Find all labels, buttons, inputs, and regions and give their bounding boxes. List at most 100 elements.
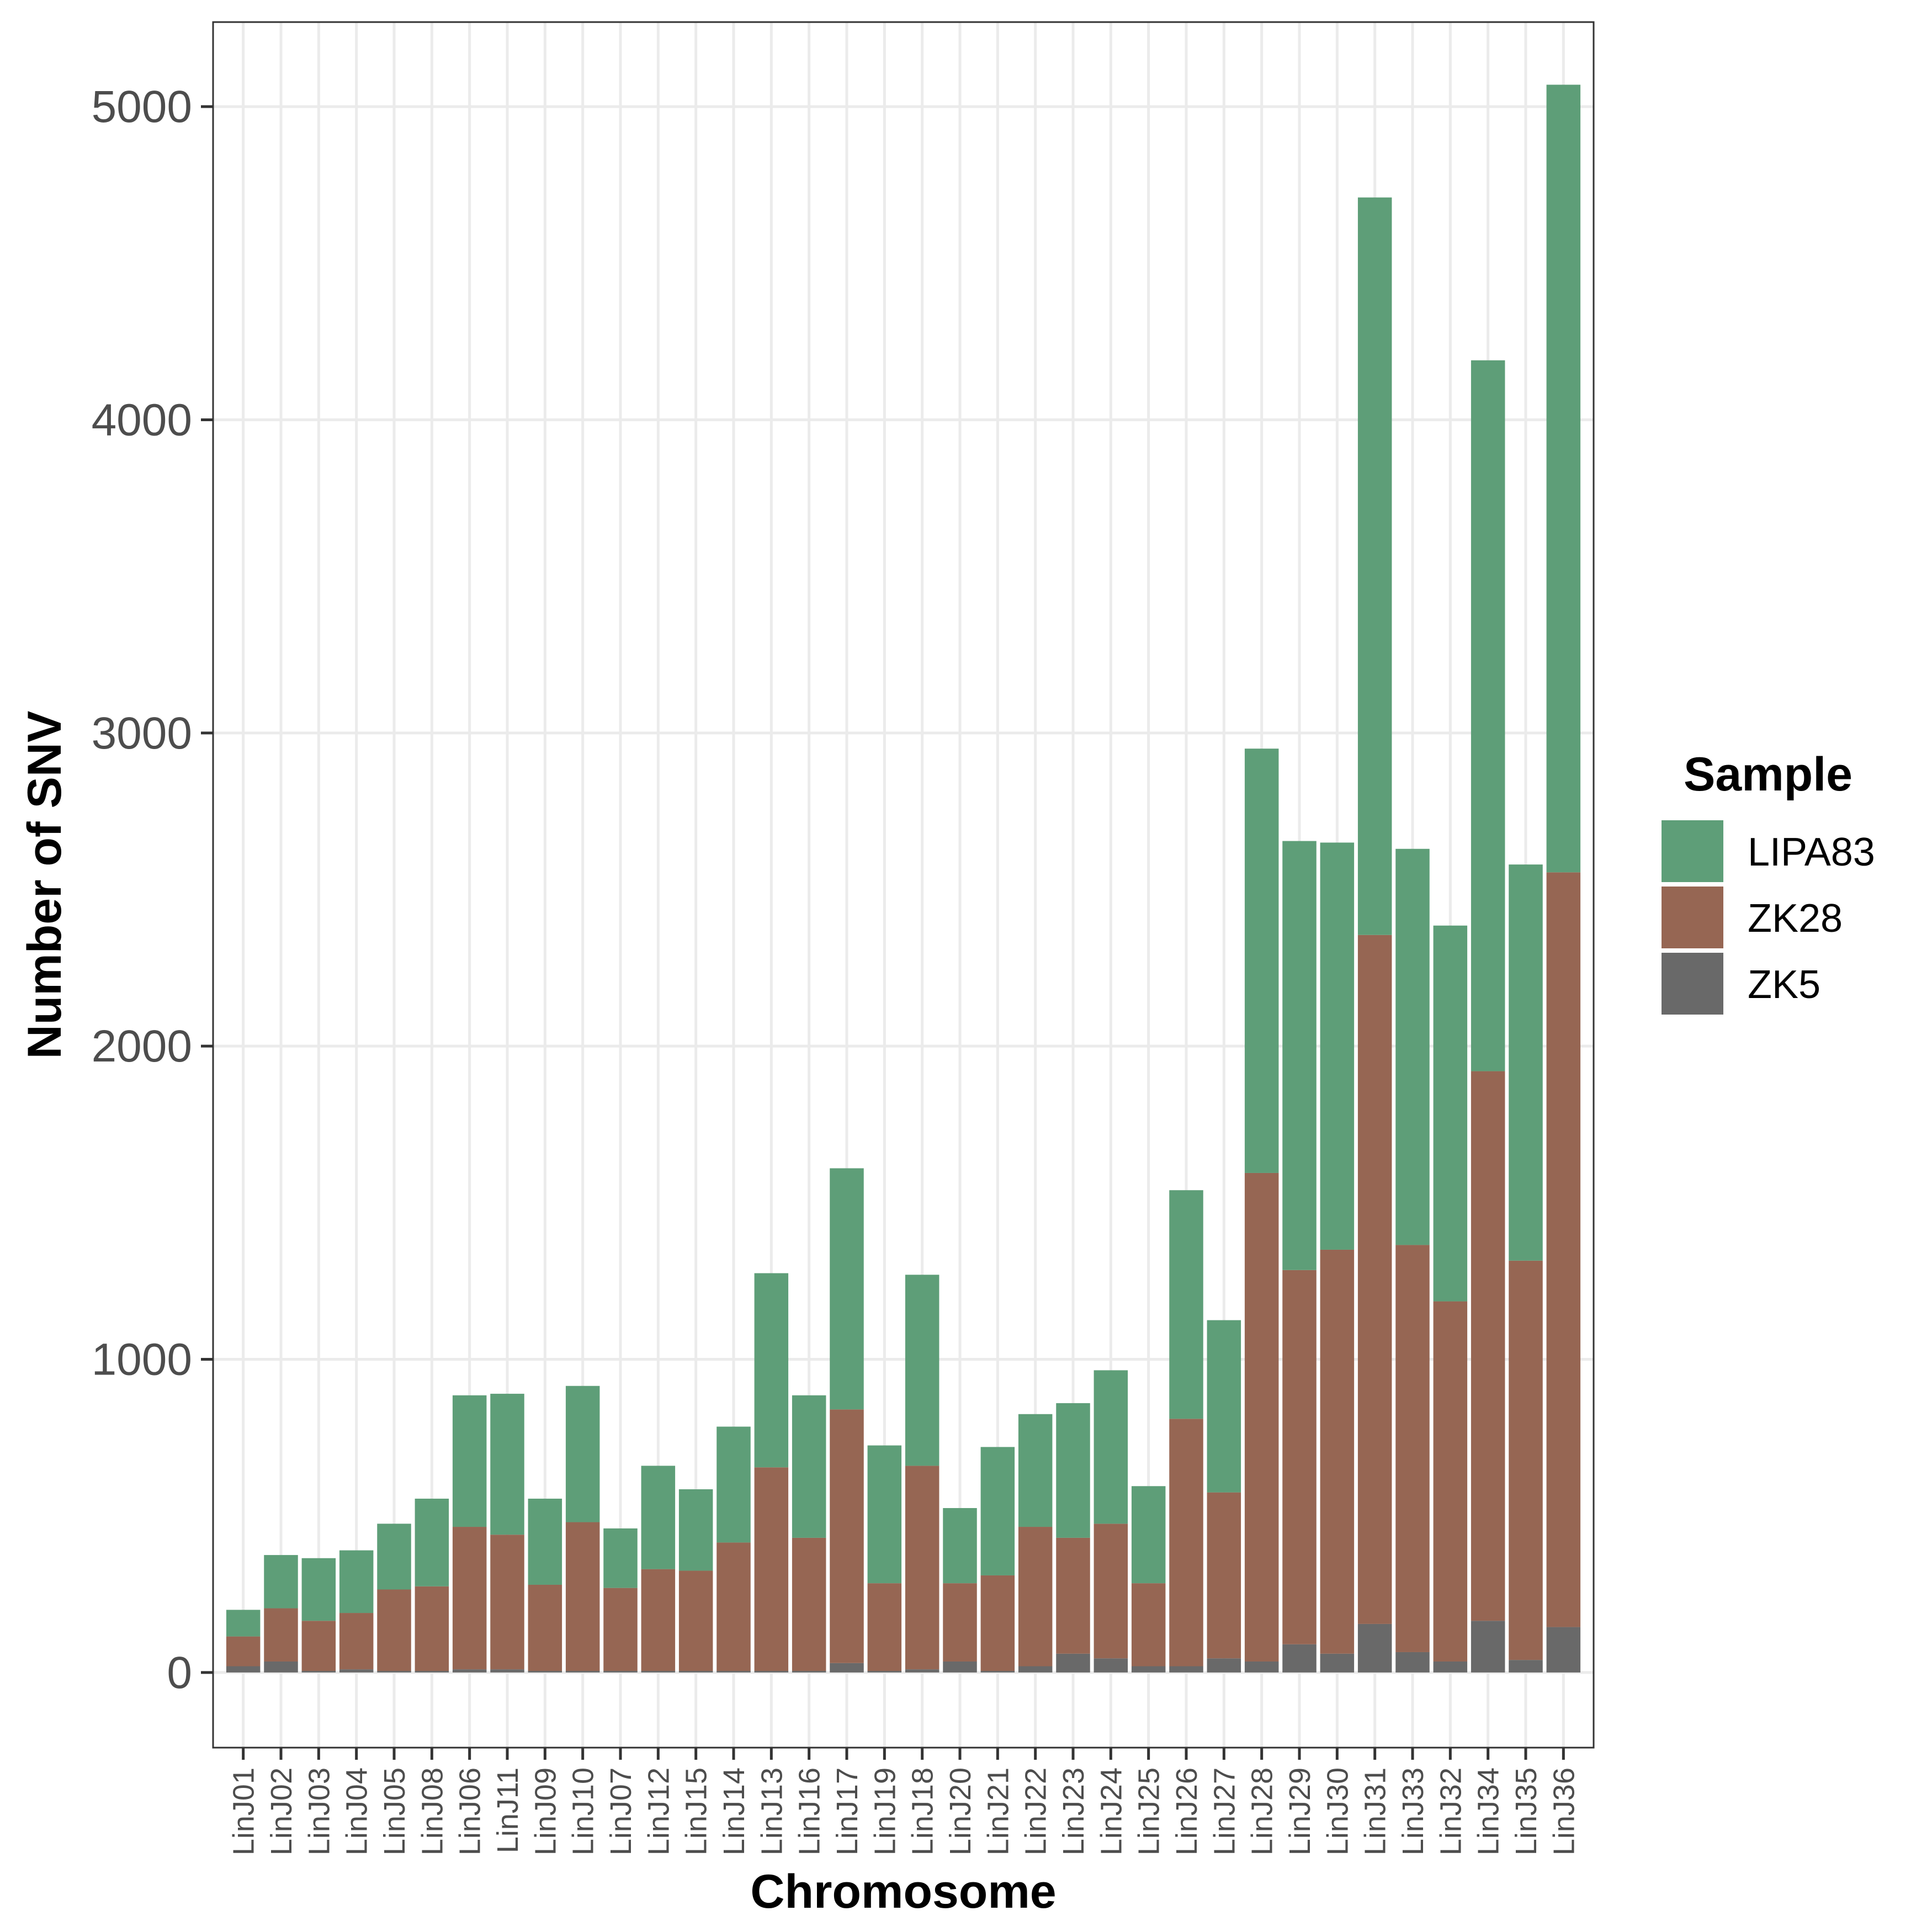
bar-zk5-linj32 bbox=[1433, 1661, 1468, 1673]
bar-zk5-linj13 bbox=[754, 1671, 789, 1673]
bar-lipa83-linj31 bbox=[1357, 197, 1392, 935]
x-tick-label: LinJ25 bbox=[1133, 1768, 1166, 1855]
bar-zk28-linj07 bbox=[603, 1588, 638, 1671]
bar-zk28-linj23 bbox=[1056, 1537, 1090, 1654]
x-tick-label: LinJ32 bbox=[1434, 1768, 1467, 1855]
x-tick-label: LinJ07 bbox=[604, 1768, 638, 1855]
legend-key-zk5 bbox=[1662, 953, 1723, 1015]
bar-zk5-linj24 bbox=[1094, 1658, 1128, 1673]
bar-zk28-linj20 bbox=[943, 1583, 977, 1662]
bar-lipa83-linj03 bbox=[301, 1558, 336, 1621]
x-axis: LinJ01 LinJ02 LinJ03 LinJ04 LinJ05 LinJ08 LinJ… bbox=[227, 1748, 1580, 1855]
bar-zk28-linj29 bbox=[1282, 1270, 1317, 1644]
y-tick-label: 3000 bbox=[92, 708, 192, 758]
x-tick-label: LinJ12 bbox=[642, 1768, 675, 1855]
panel-border bbox=[212, 21, 1595, 1749]
x-tick-label: LinJ15 bbox=[680, 1768, 713, 1855]
bar-zk28-linj16 bbox=[792, 1537, 826, 1671]
legend: Sample LIPA83 ZK28 ZK5 bbox=[1662, 748, 1875, 1015]
x-tick-label: LinJ34 bbox=[1472, 1768, 1505, 1855]
bar-zk5-linj05 bbox=[377, 1671, 411, 1673]
x-tick-label: LinJ17 bbox=[831, 1768, 864, 1855]
bar-lipa83-linj25 bbox=[1131, 1486, 1166, 1584]
bar-zk5-linj22 bbox=[1018, 1666, 1053, 1673]
bar-zk28-linj18 bbox=[905, 1466, 940, 1670]
bar-zk28-linj17 bbox=[830, 1409, 864, 1663]
bar-lipa83-linj20 bbox=[943, 1508, 977, 1584]
bar-zk28-linj04 bbox=[339, 1613, 374, 1670]
bar-lipa83-linj27 bbox=[1207, 1320, 1241, 1493]
bar-zk5-linj07 bbox=[603, 1671, 638, 1673]
bar-zk5-linj33 bbox=[1395, 1652, 1430, 1673]
legend-label-zk28: ZK28 bbox=[1748, 896, 1843, 941]
bar-lipa83-linj21 bbox=[980, 1447, 1015, 1575]
bar-zk28-linj35 bbox=[1509, 1260, 1543, 1660]
y-tick-label: 2000 bbox=[92, 1021, 192, 1071]
bar-zk5-linj02 bbox=[264, 1661, 298, 1673]
bar-zk28-linj10 bbox=[565, 1522, 600, 1671]
x-tick-label: LinJ06 bbox=[454, 1768, 487, 1855]
bar-lipa83-linj08 bbox=[415, 1498, 449, 1586]
x-tick-label: LinJ08 bbox=[416, 1768, 449, 1855]
y-axis-title: Number of SNV bbox=[18, 711, 71, 1059]
bar-lipa83-linj14 bbox=[716, 1426, 751, 1543]
bar-lipa83-linj16 bbox=[792, 1395, 826, 1538]
x-tick-label: LinJ30 bbox=[1321, 1768, 1354, 1855]
bar-zk28-linj02 bbox=[264, 1608, 298, 1662]
bar-lipa83-linj34 bbox=[1471, 360, 1505, 1071]
bar-zk5-linj34 bbox=[1471, 1621, 1505, 1673]
bar-zk5-linj25 bbox=[1131, 1666, 1166, 1673]
legend-label-lipa83: LIPA83 bbox=[1748, 830, 1875, 874]
bar-zk28-linj27 bbox=[1207, 1492, 1241, 1659]
bar-lipa83-linj36 bbox=[1546, 84, 1581, 873]
bar-zk28-linj21 bbox=[980, 1575, 1015, 1671]
bar-lipa83-linj12 bbox=[641, 1466, 676, 1569]
y-tick-label: 5000 bbox=[92, 82, 192, 132]
bar-zk28-linj13 bbox=[754, 1467, 789, 1671]
bar-lipa83-linj19 bbox=[867, 1445, 902, 1584]
bar-zk28-linj06 bbox=[452, 1527, 487, 1670]
x-tick-label: LinJ02 bbox=[265, 1768, 298, 1855]
bar-zk28-linj05 bbox=[377, 1589, 411, 1671]
bar-lipa83-linj05 bbox=[377, 1524, 411, 1590]
bar-zk5-linj10 bbox=[565, 1671, 600, 1673]
bar-lipa83-linj10 bbox=[565, 1386, 600, 1522]
bar-zk28-linj31 bbox=[1357, 935, 1392, 1624]
bar-zk5-linj28 bbox=[1244, 1661, 1279, 1673]
bar-zk28-linj09 bbox=[528, 1584, 562, 1671]
bar-zk5-linj14 bbox=[716, 1671, 751, 1673]
y-axis: 0 1000 2000 3000 4000 5000 bbox=[92, 82, 213, 1698]
x-tick-label: LinJ10 bbox=[567, 1768, 600, 1855]
x-tick-label: LinJ21 bbox=[981, 1768, 1015, 1855]
bar-zk28-linj28 bbox=[1244, 1172, 1279, 1662]
bar-zk28-linj08 bbox=[415, 1586, 449, 1671]
bar-lipa83-linj13 bbox=[754, 1273, 789, 1468]
x-tick-label: LinJ19 bbox=[868, 1768, 901, 1855]
bar-zk5-linj23 bbox=[1056, 1653, 1090, 1673]
legend-label-zk5: ZK5 bbox=[1748, 963, 1820, 1007]
x-tick-label: LinJ05 bbox=[378, 1768, 411, 1855]
bar-lipa83-linj18 bbox=[905, 1275, 940, 1466]
bar-zk5-linj35 bbox=[1509, 1660, 1543, 1673]
bar-zk5-linj31 bbox=[1357, 1623, 1392, 1673]
bar-zk28-linj15 bbox=[678, 1570, 713, 1671]
bar-zk28-linj01 bbox=[226, 1636, 261, 1666]
bar-lipa83-linj01 bbox=[226, 1610, 261, 1637]
bar-zk5-linj16 bbox=[792, 1671, 826, 1673]
bar-lipa83-linj06 bbox=[452, 1395, 487, 1527]
bar-zk5-linj21 bbox=[980, 1671, 1015, 1673]
bar-zk5-linj11 bbox=[490, 1669, 524, 1673]
bar-zk28-linj26 bbox=[1169, 1419, 1203, 1666]
x-tick-label: LinJ26 bbox=[1170, 1768, 1203, 1855]
bar-zk5-linj04 bbox=[339, 1669, 374, 1673]
bar-lipa83-linj02 bbox=[264, 1555, 298, 1609]
bar-zk28-linj30 bbox=[1320, 1249, 1355, 1654]
bar-zk5-linj06 bbox=[452, 1669, 487, 1673]
x-tick-label: LinJ01 bbox=[227, 1768, 261, 1855]
x-tick-label: LinJ31 bbox=[1359, 1768, 1392, 1855]
bar-zk5-linj03 bbox=[301, 1671, 336, 1673]
x-tick-label: LinJ22 bbox=[1020, 1768, 1053, 1855]
bar-lipa83-linj23 bbox=[1056, 1403, 1090, 1538]
bar-lipa83-linj30 bbox=[1320, 842, 1355, 1250]
bar-lipa83-linj35 bbox=[1509, 864, 1543, 1261]
